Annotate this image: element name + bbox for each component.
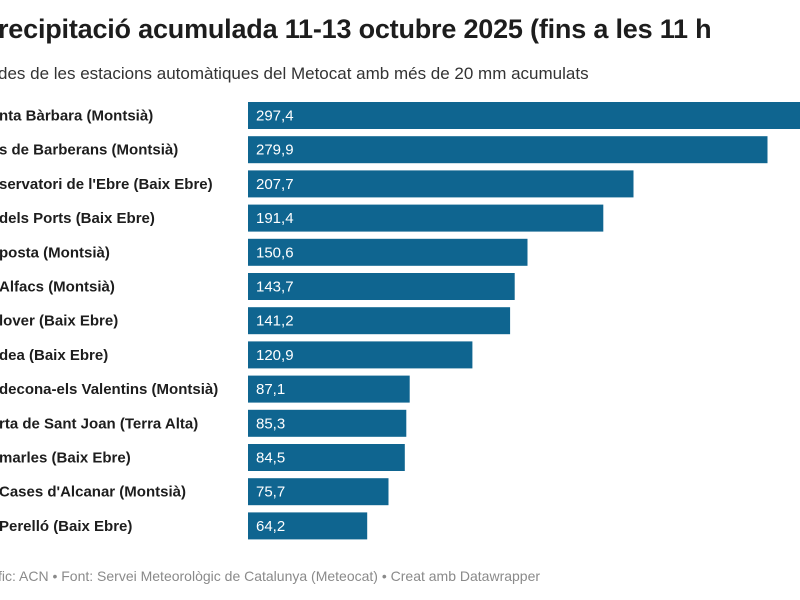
station-label: posta (Montsià) [0, 244, 110, 261]
station-label: rta de Sant Joan (Terra Alta) [0, 415, 198, 432]
station-label: servatori de l'Ebre (Baix Ebre) [0, 176, 213, 193]
station-label: s de Barberans (Montsià) [0, 142, 178, 159]
bar-value-label: 141,2 [256, 313, 294, 330]
chart-subtitle: des de les estacions automàtiques del Me… [0, 64, 589, 83]
chart-footer: fic: ACN • Font: Servei Meteorològic de … [0, 568, 541, 584]
station-label: Cases d'Alcanar (Montsià) [0, 484, 186, 501]
station-label: dels Ports (Baix Ebre) [0, 210, 155, 227]
precipitation-bar [248, 409, 407, 437]
precipitation-bar [248, 238, 528, 266]
station-label: marles (Baix Ebre) [0, 450, 131, 467]
precipitation-bar [248, 273, 515, 300]
station-label: dea (Baix Ebre) [0, 347, 108, 364]
bar-value-label: 87,1 [256, 381, 285, 398]
precipitation-bar [248, 102, 800, 129]
station-label: nta Bàrbara (Montsià) [0, 108, 153, 125]
bar-value-label: 120,9 [256, 347, 294, 364]
precipitation-bar [248, 375, 410, 403]
bar-value-label: 64,2 [256, 518, 285, 535]
precipitation-bar [248, 444, 405, 471]
station-label: lover (Baix Ebre) [0, 313, 118, 330]
precipitation-bar [248, 512, 368, 540]
bar-value-label: 75,7 [256, 484, 285, 501]
precipitation-bar [248, 307, 511, 335]
precipitation-bar [248, 136, 768, 164]
chart-title: recipitació acumulada 11-13 octubre 2025… [0, 14, 712, 44]
station-label: decona-els Valentins (Montsià) [0, 381, 218, 398]
station-label: Alfacs (Montsià) [0, 279, 115, 296]
station-label: Perelló (Baix Ebre) [0, 518, 132, 535]
precipitation-bar [248, 341, 473, 369]
precipitation-bar [248, 204, 604, 232]
bar-value-label: 207,7 [256, 176, 294, 193]
precipitation-bar [248, 170, 634, 198]
bar-value-label: 150,6 [256, 244, 294, 261]
bar-value-label: 85,3 [256, 415, 285, 432]
bar-value-label: 297,4 [256, 108, 294, 125]
bar-value-label: 143,7 [256, 279, 294, 296]
bar-value-label: 279,9 [256, 142, 294, 159]
bar-value-label: 191,4 [256, 210, 294, 227]
bar-value-label: 84,5 [256, 450, 285, 467]
precipitation-bar [248, 478, 389, 506]
